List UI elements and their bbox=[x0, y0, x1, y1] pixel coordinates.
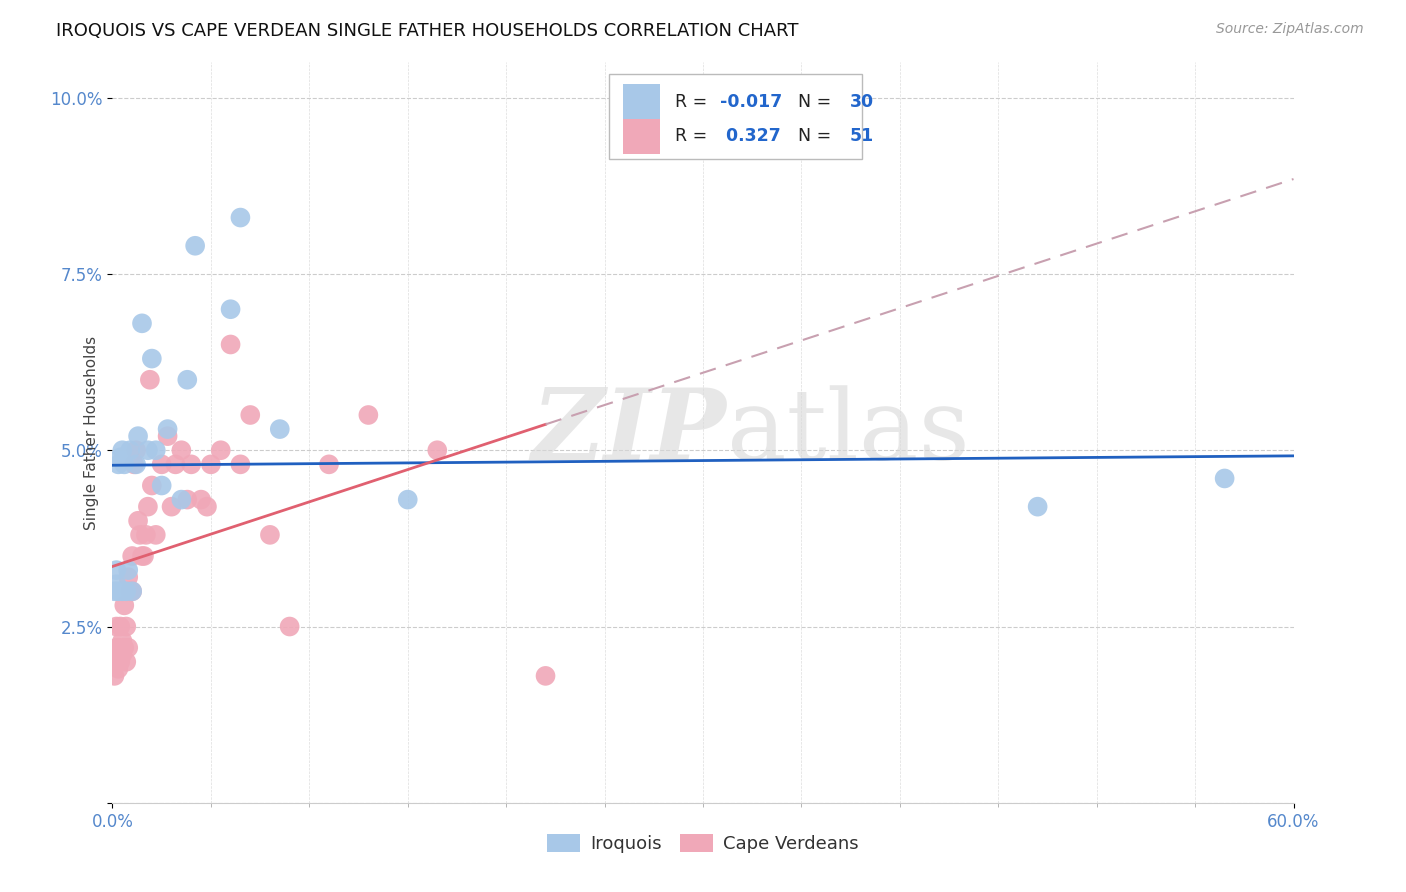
Point bbox=[117, 563, 139, 577]
Point bbox=[1213, 471, 1236, 485]
Point bbox=[121, 584, 143, 599]
Point bbox=[112, 640, 135, 655]
Point bbox=[165, 458, 187, 472]
Point bbox=[190, 492, 212, 507]
Point bbox=[107, 458, 129, 472]
Point bbox=[135, 528, 157, 542]
Point bbox=[117, 570, 139, 584]
Point bbox=[219, 302, 242, 317]
FancyBboxPatch shape bbox=[609, 73, 862, 159]
Point bbox=[195, 500, 218, 514]
Point bbox=[176, 373, 198, 387]
Y-axis label: Single Father Households: Single Father Households bbox=[83, 335, 98, 530]
Point bbox=[170, 443, 193, 458]
Point bbox=[136, 500, 159, 514]
Point bbox=[132, 549, 155, 563]
Point bbox=[105, 577, 128, 591]
Point bbox=[131, 549, 153, 563]
Point bbox=[105, 619, 128, 633]
Text: ZIP: ZIP bbox=[531, 384, 727, 481]
Point bbox=[107, 640, 129, 655]
Point bbox=[115, 619, 138, 633]
Point bbox=[120, 584, 142, 599]
Point bbox=[150, 458, 173, 472]
Point bbox=[278, 619, 301, 633]
Text: 0.327: 0.327 bbox=[720, 128, 780, 145]
Point bbox=[239, 408, 262, 422]
Point bbox=[318, 458, 340, 472]
Point bbox=[112, 599, 135, 613]
Text: R =: R = bbox=[675, 128, 713, 145]
Point bbox=[103, 669, 125, 683]
Text: atlas: atlas bbox=[727, 384, 969, 481]
FancyBboxPatch shape bbox=[623, 84, 661, 120]
Point bbox=[127, 429, 149, 443]
Text: -0.017: -0.017 bbox=[720, 93, 782, 111]
Point bbox=[141, 351, 163, 366]
Text: N =: N = bbox=[787, 128, 837, 145]
Point bbox=[200, 458, 222, 472]
Point bbox=[269, 422, 291, 436]
FancyBboxPatch shape bbox=[623, 119, 661, 154]
Point bbox=[396, 492, 419, 507]
Point bbox=[110, 655, 132, 669]
Text: N =: N = bbox=[787, 93, 837, 111]
Point bbox=[156, 422, 179, 436]
Point bbox=[120, 443, 142, 458]
Point bbox=[111, 584, 134, 599]
Text: 51: 51 bbox=[849, 128, 873, 145]
Point bbox=[117, 640, 139, 655]
Text: Source: ZipAtlas.com: Source: ZipAtlas.com bbox=[1216, 22, 1364, 37]
Point bbox=[426, 443, 449, 458]
Point bbox=[156, 429, 179, 443]
Point bbox=[107, 662, 129, 676]
Point bbox=[125, 443, 148, 458]
Point bbox=[105, 655, 128, 669]
Point bbox=[534, 669, 557, 683]
Point bbox=[139, 373, 162, 387]
Point bbox=[110, 450, 132, 465]
Point bbox=[176, 492, 198, 507]
Point bbox=[160, 500, 183, 514]
Point bbox=[115, 584, 138, 599]
Point bbox=[103, 648, 125, 662]
Point bbox=[180, 458, 202, 472]
Point bbox=[229, 458, 252, 472]
Point bbox=[150, 478, 173, 492]
Point bbox=[111, 633, 134, 648]
Point bbox=[105, 563, 128, 577]
Point bbox=[229, 211, 252, 225]
Point bbox=[125, 458, 148, 472]
Point bbox=[170, 492, 193, 507]
Point bbox=[145, 528, 167, 542]
Point bbox=[111, 443, 134, 458]
Point bbox=[1026, 500, 1049, 514]
Legend: Iroquois, Cape Verdeans: Iroquois, Cape Verdeans bbox=[540, 827, 866, 861]
Point bbox=[136, 443, 159, 458]
Point bbox=[209, 443, 232, 458]
Point bbox=[141, 478, 163, 492]
Point bbox=[105, 640, 128, 655]
Point bbox=[131, 316, 153, 330]
Point bbox=[357, 408, 380, 422]
Point bbox=[112, 458, 135, 472]
Point bbox=[111, 648, 134, 662]
Point bbox=[110, 619, 132, 633]
Point bbox=[145, 443, 167, 458]
Text: 30: 30 bbox=[849, 93, 873, 111]
Text: IROQUOIS VS CAPE VERDEAN SINGLE FATHER HOUSEHOLDS CORRELATION CHART: IROQUOIS VS CAPE VERDEAN SINGLE FATHER H… bbox=[56, 22, 799, 40]
Point bbox=[107, 584, 129, 599]
Point bbox=[121, 584, 143, 599]
Point bbox=[129, 528, 152, 542]
Point bbox=[259, 528, 281, 542]
Point bbox=[219, 337, 242, 351]
Point bbox=[115, 655, 138, 669]
Point bbox=[127, 514, 149, 528]
Point bbox=[184, 239, 207, 253]
Point bbox=[121, 549, 143, 563]
Point bbox=[122, 458, 145, 472]
Text: R =: R = bbox=[675, 93, 713, 111]
Point bbox=[103, 584, 125, 599]
